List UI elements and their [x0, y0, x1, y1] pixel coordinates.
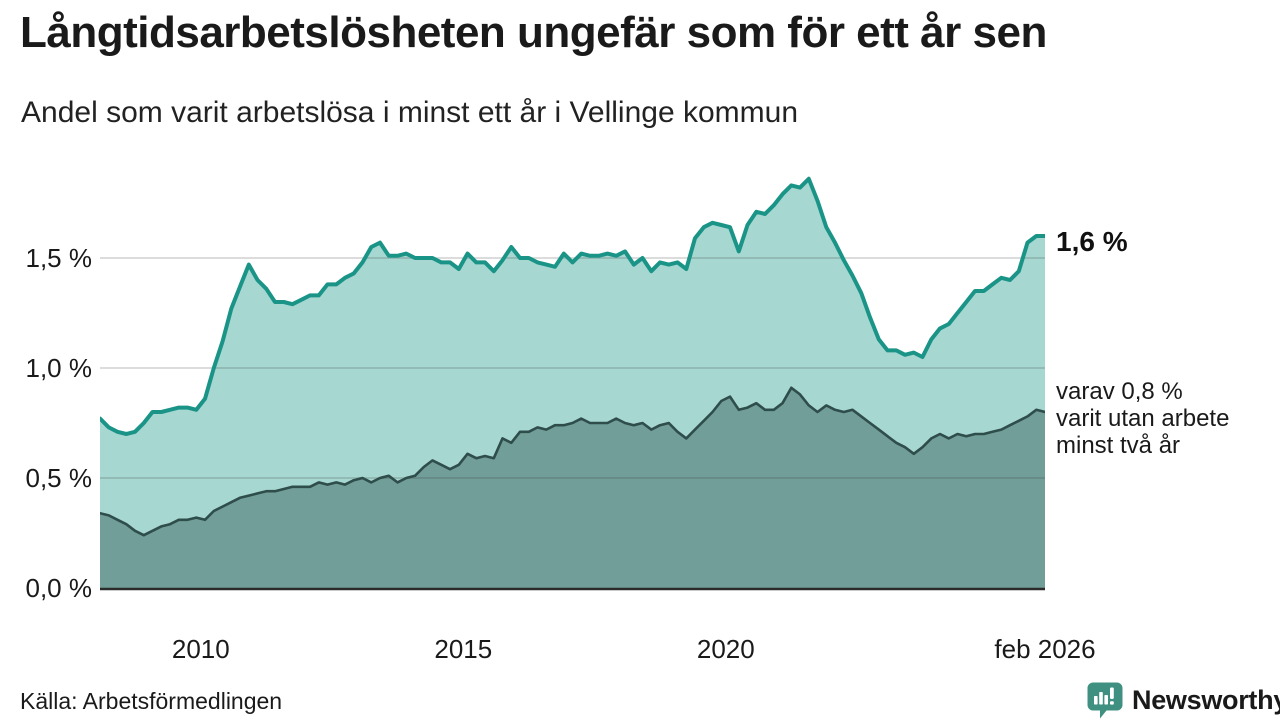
- x-tick-label: feb 2026: [994, 634, 1096, 664]
- area-chart: [100, 176, 1045, 591]
- newsworthy-logo: Newsworthy: [1087, 682, 1280, 719]
- series-line-total: [100, 176, 1045, 436]
- y-tick-label: 1,0 %: [25, 353, 93, 383]
- annotation-line: varit utan arbete: [1056, 405, 1230, 432]
- x-tick-label: 2020: [696, 634, 755, 664]
- source-caption: Källa: Arbetsförmedlingen: [20, 688, 283, 714]
- x-tick-label: 2015: [434, 634, 493, 664]
- chart-subtitle: Andel som varit arbetslösa i minst ett å…: [21, 96, 798, 129]
- newsworthy-bubble-barchart-icon: [1087, 682, 1123, 719]
- two-year-annotation: varav 0,8 % varit utan arbete minst två …: [1056, 378, 1229, 459]
- y-tick-label: 0,0 %: [25, 573, 93, 603]
- latest-value-label: 1,6 %: [1056, 226, 1128, 257]
- y-tick-label: 1,5 %: [25, 243, 93, 273]
- annotation-line: varav 0,8 %: [1056, 378, 1183, 405]
- series-line-two-years: [100, 386, 1045, 537]
- x-tick-label: 2010: [171, 634, 230, 664]
- y-tick-label: 0,5 %: [25, 463, 93, 493]
- newsworthy-wordmark: Newsworthy: [1132, 685, 1280, 715]
- annotation-line: minst två år: [1056, 432, 1181, 459]
- series-area-two-years: [100, 387, 1045, 588]
- page-title: Långtidsarbetslösheten ungefär som för e…: [20, 8, 1047, 57]
